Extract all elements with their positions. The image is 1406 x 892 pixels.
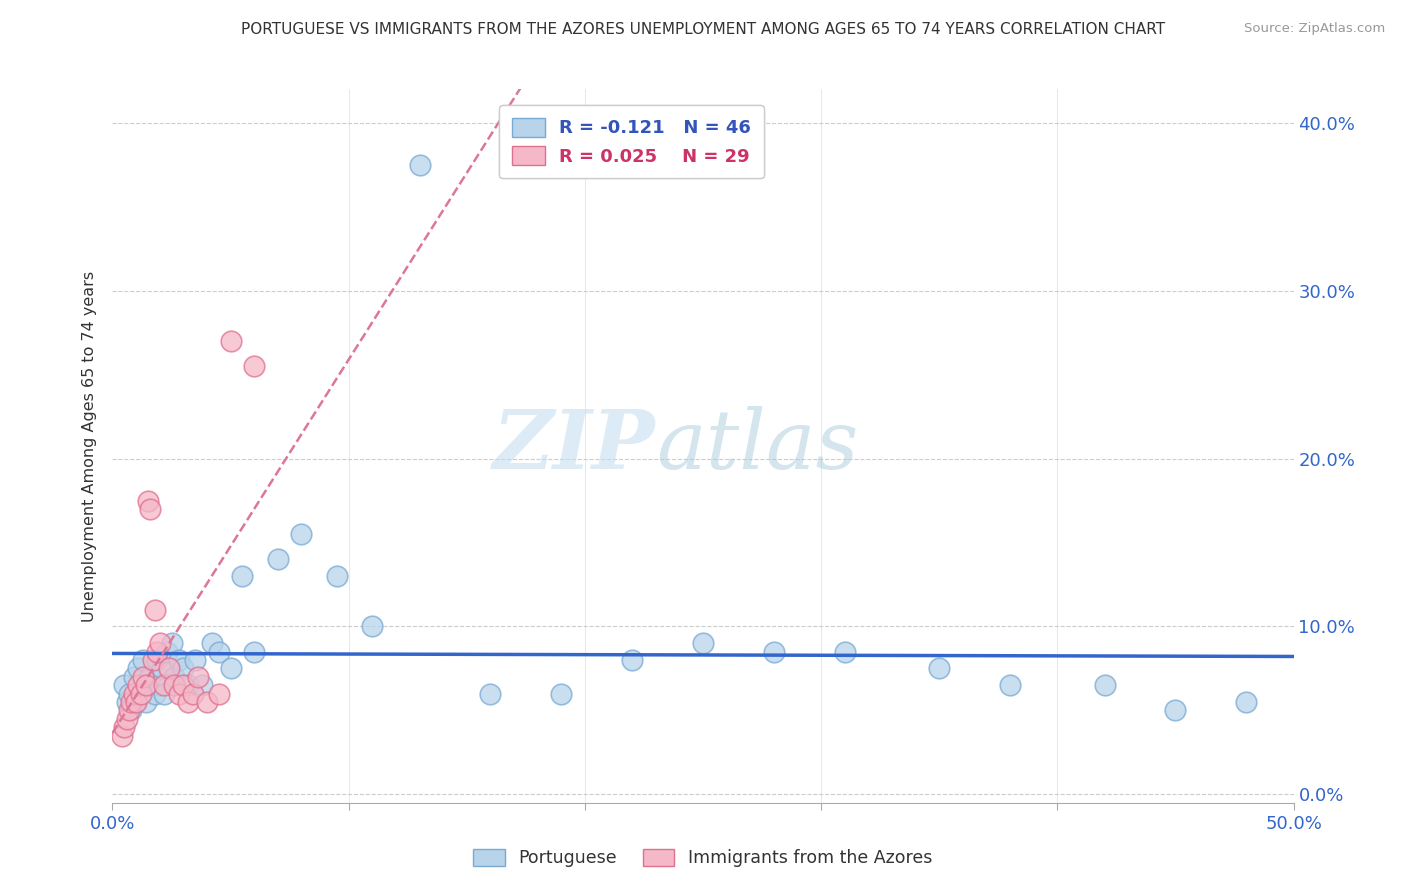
Legend: R = -0.121   N = 46, R = 0.025    N = 29: R = -0.121 N = 46, R = 0.025 N = 29 [499, 105, 763, 178]
Point [112, 720, 135, 734]
Point [136, 493, 159, 508]
Point [326, 569, 349, 583]
Point [231, 569, 253, 583]
Point [146, 645, 169, 659]
Point [621, 653, 644, 667]
Point [139, 502, 162, 516]
Point [163, 678, 186, 692]
Point [118, 703, 141, 717]
Point [115, 695, 138, 709]
Point [361, 619, 384, 633]
Point [172, 661, 194, 675]
Point [120, 695, 142, 709]
Point [125, 695, 148, 709]
Point [135, 678, 157, 692]
Point [1234, 695, 1257, 709]
Text: atlas: atlas [655, 406, 858, 486]
Point [219, 334, 242, 348]
Point [1094, 678, 1116, 692]
Point [290, 527, 312, 541]
Point [184, 653, 207, 667]
Point [139, 670, 162, 684]
Point [191, 678, 214, 692]
Point [153, 687, 176, 701]
Point [928, 661, 950, 675]
Point [177, 678, 200, 692]
Point [167, 687, 190, 701]
Point [172, 678, 194, 692]
Point [181, 687, 204, 701]
Point [136, 678, 159, 692]
Point [143, 687, 166, 701]
Point [834, 645, 856, 659]
Point [112, 678, 135, 692]
Point [998, 678, 1021, 692]
Point [132, 670, 155, 684]
Point [115, 712, 138, 726]
Point [135, 695, 157, 709]
Point [186, 670, 208, 684]
Point [177, 695, 200, 709]
Point [122, 687, 145, 701]
Point [201, 636, 224, 650]
Point [243, 359, 266, 374]
Point [111, 729, 134, 743]
Point [479, 687, 502, 701]
Point [127, 678, 149, 692]
Text: Source: ZipAtlas.com: Source: ZipAtlas.com [1244, 22, 1385, 36]
Point [208, 687, 231, 701]
Y-axis label: Unemployment Among Ages 65 to 74 years: Unemployment Among Ages 65 to 74 years [82, 270, 97, 622]
Point [143, 603, 166, 617]
Legend: Portuguese, Immigrants from the Azores: Portuguese, Immigrants from the Azores [467, 842, 939, 874]
Point [167, 653, 190, 667]
Point [132, 653, 155, 667]
Point [243, 645, 266, 659]
Point [550, 687, 572, 701]
Point [153, 678, 176, 692]
Point [408, 158, 430, 172]
Point [157, 661, 180, 675]
Point [142, 653, 165, 667]
Point [160, 636, 183, 650]
Text: ZIP: ZIP [494, 406, 655, 486]
Point [150, 661, 173, 675]
Point [762, 645, 785, 659]
Point [163, 670, 186, 684]
Point [208, 645, 231, 659]
Point [267, 552, 290, 566]
Point [127, 661, 149, 675]
Point [219, 661, 242, 675]
Point [1164, 703, 1187, 717]
Point [129, 687, 152, 701]
Point [122, 670, 145, 684]
Point [692, 636, 714, 650]
Point [129, 687, 152, 701]
Point [195, 695, 218, 709]
Point [125, 695, 148, 709]
Point [149, 678, 172, 692]
Text: PORTUGUESE VS IMMIGRANTS FROM THE AZORES UNEMPLOYMENT AMONG AGES 65 TO 74 YEARS : PORTUGUESE VS IMMIGRANTS FROM THE AZORES… [240, 22, 1166, 37]
Point [118, 687, 141, 701]
Point [149, 636, 172, 650]
Point [120, 703, 142, 717]
Point [146, 653, 169, 667]
Point [156, 645, 179, 659]
